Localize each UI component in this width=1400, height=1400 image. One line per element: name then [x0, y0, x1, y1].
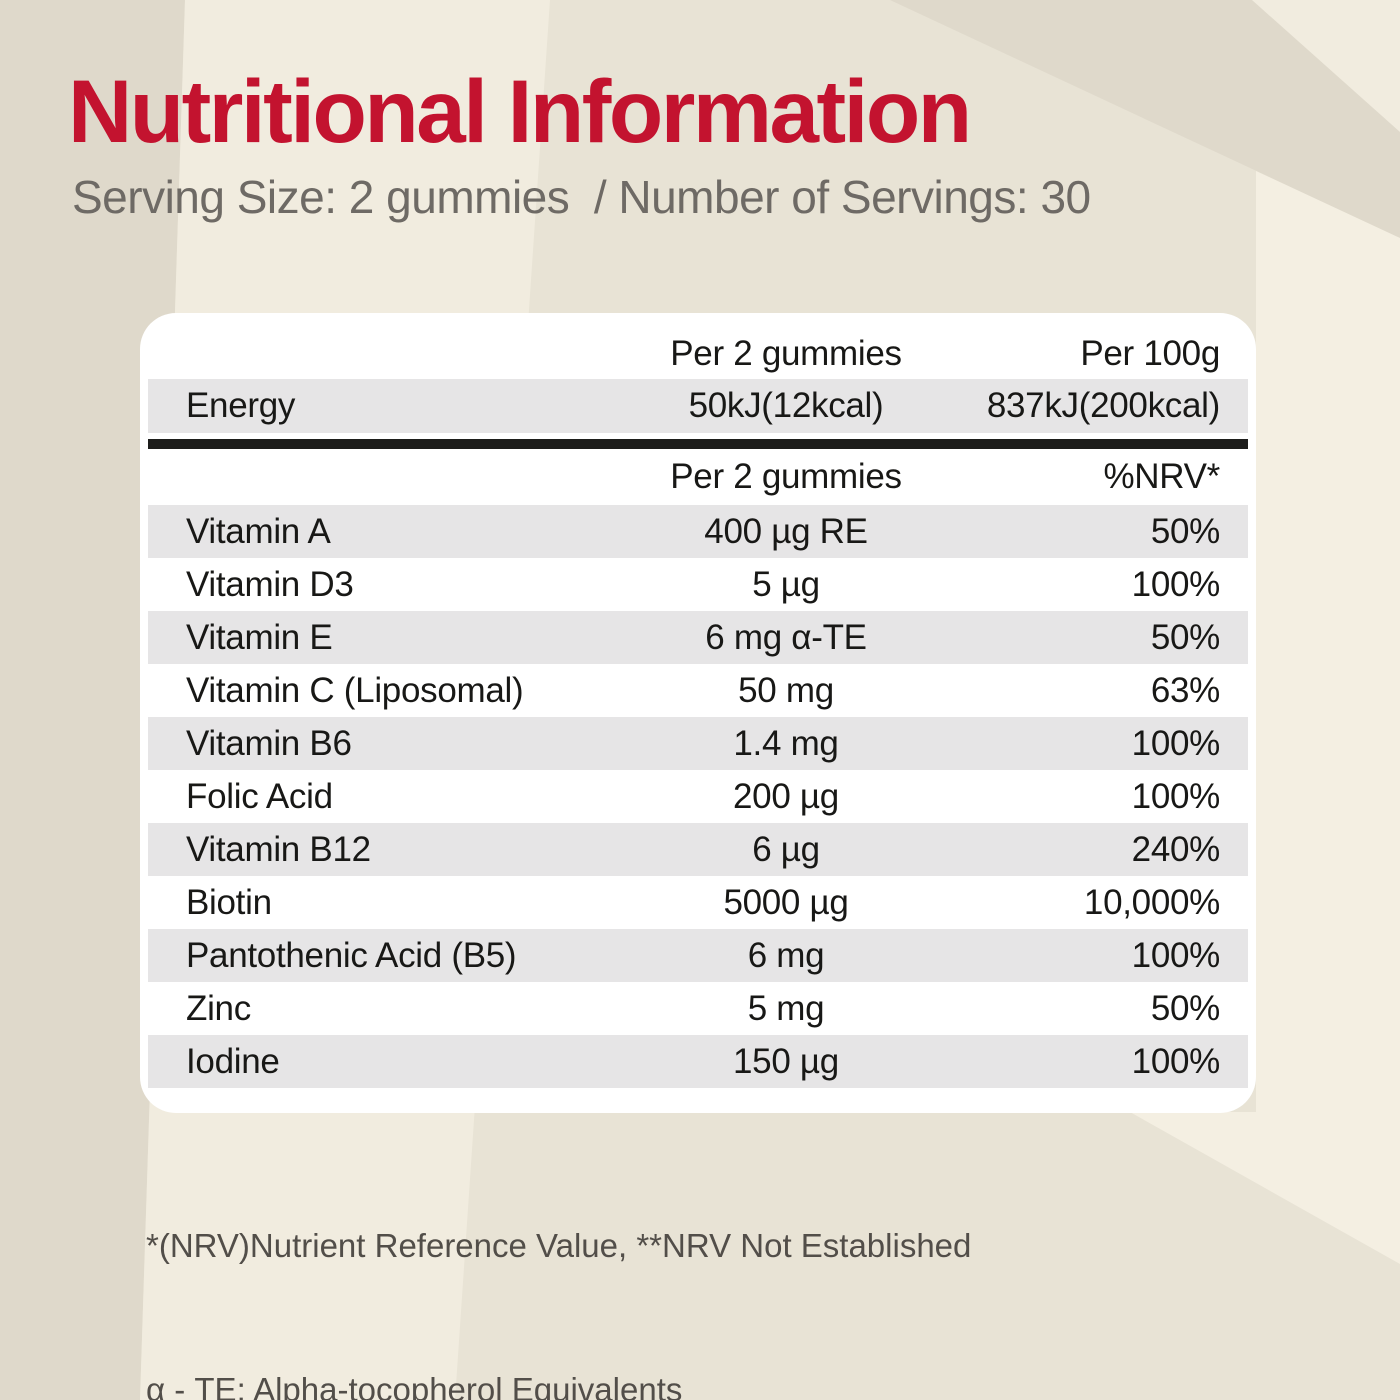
nutrient-row: Vitamin B6 1.4 mg 100% [148, 717, 1248, 770]
nutrient-row: Iodine 150 µg 100% [148, 1035, 1248, 1088]
nutrient-nrv: 10,000% [1083, 882, 1220, 922]
nutrient-nrv: 50% [1150, 617, 1220, 657]
nutrient-nrv: 100% [1131, 1041, 1221, 1081]
background-topright-facet [890, 0, 1400, 238]
background-right-facet [1130, 171, 1400, 1264]
per-serving-header: Per 2 gummies [670, 334, 902, 373]
serving-info: Serving Size: 2 gummies / Number of Serv… [72, 171, 1091, 223]
nutrient-nrv: 100% [1131, 935, 1221, 975]
nutrient-name: Folic Acid [186, 776, 333, 816]
nutrient-row: Vitamin B12 6 µg 240% [148, 823, 1248, 876]
nutrient-amount: 150 µg [733, 1041, 839, 1081]
nutrient-amount: 1.4 mg [733, 723, 839, 763]
energy-per-serving: 50kJ(12kcal) [688, 386, 884, 425]
nutrient-name: Vitamin A [186, 511, 331, 551]
nutrient-nrv: 63% [1150, 670, 1220, 710]
nutrient-amount: 6 mg α-TE [705, 617, 867, 657]
nutrient-row: Vitamin C (Liposomal) 50 mg 63% [148, 664, 1248, 717]
nutrient-amount: 5 mg [747, 988, 825, 1028]
energy-label: Energy [186, 386, 296, 425]
nrv-footnote: *(NRV)Nutrient Reference Value, **NRV No… [146, 1227, 972, 1264]
nutrient-nrv: 100% [1131, 776, 1221, 816]
nutrient-row: Vitamin D3 5 µg 100% [148, 558, 1248, 611]
nutrient-name: Vitamin E [186, 617, 333, 657]
nutrient-nrv: 50% [1150, 988, 1220, 1028]
footnotes: *(NRV)Nutrient Reference Value, **NRV No… [146, 1126, 971, 1400]
nutrient-header-row: Per 2 gummies %NRV* [148, 449, 1248, 505]
nutrient-rows: Vitamin A 400 µg RE 50% Vitamin D3 5 µg 100% V… [148, 505, 1248, 1088]
nutrient-name: Vitamin B6 [186, 723, 352, 763]
nutrient-amount: 6 mg [747, 935, 825, 975]
nutrient-row: Biotin 5000 µg 10,000% [148, 876, 1248, 929]
nutrient-name: Zinc [186, 988, 251, 1028]
nutrient-name: Vitamin C (Liposomal) [186, 670, 524, 710]
nutrient-nrv: 100% [1131, 723, 1221, 763]
nutrient-name: Pantothenic Acid (B5) [186, 935, 517, 975]
section-divider [148, 439, 1248, 449]
nutrient-amount: 50 mg [738, 670, 834, 710]
nutrient-name: Biotin [186, 882, 272, 922]
per-serving-header-2: Per 2 gummies [670, 457, 902, 496]
page-title: Nutritional Information [68, 61, 972, 161]
nutrient-amount: 6 µg [752, 829, 820, 869]
nutrient-row: Vitamin A 400 µg RE 50% [148, 505, 1248, 558]
background-left-facet [0, 0, 185, 1400]
te-footnote: α - TE: Alpha-tocopherol Equivalents [146, 1371, 683, 1400]
background-corner-facet [1252, 0, 1400, 132]
energy-header-row: Per 2 gummies Per 100g [148, 329, 1248, 379]
nutrient-name: Vitamin D3 [186, 564, 354, 604]
nutrient-nrv: 50% [1150, 511, 1220, 551]
nutrient-row: Folic Acid 200 µg 100% [148, 770, 1248, 823]
nrv-header: %NRV* [1103, 457, 1220, 496]
nutrient-amount: 5 µg [752, 564, 820, 604]
nutrient-nrv: 240% [1131, 829, 1221, 869]
nutrient-row: Zinc 5 mg 50% [148, 982, 1248, 1035]
nutrient-row: Vitamin E 6 mg α-TE 50% [148, 611, 1248, 664]
nutrition-table-card: Per 2 gummies Per 100g Energy 50kJ(12kca… [140, 313, 1256, 1113]
energy-per-100g: 837kJ(200kcal) [986, 386, 1220, 425]
nutrient-row: Pantothenic Acid (B5) 6 mg 100% [148, 929, 1248, 982]
nutrient-amount: 200 µg [733, 776, 839, 816]
nutrient-name: Iodine [186, 1041, 280, 1081]
nutrient-nrv: 100% [1131, 564, 1221, 604]
energy-row: Energy 50kJ(12kcal) 837kJ(200kcal) [148, 379, 1248, 433]
nutrient-name: Vitamin B12 [186, 829, 371, 869]
nutrient-amount: 400 µg RE [704, 511, 868, 551]
nutrient-amount: 5000 µg [723, 882, 849, 922]
per-100g-header: Per 100g [1080, 334, 1220, 373]
